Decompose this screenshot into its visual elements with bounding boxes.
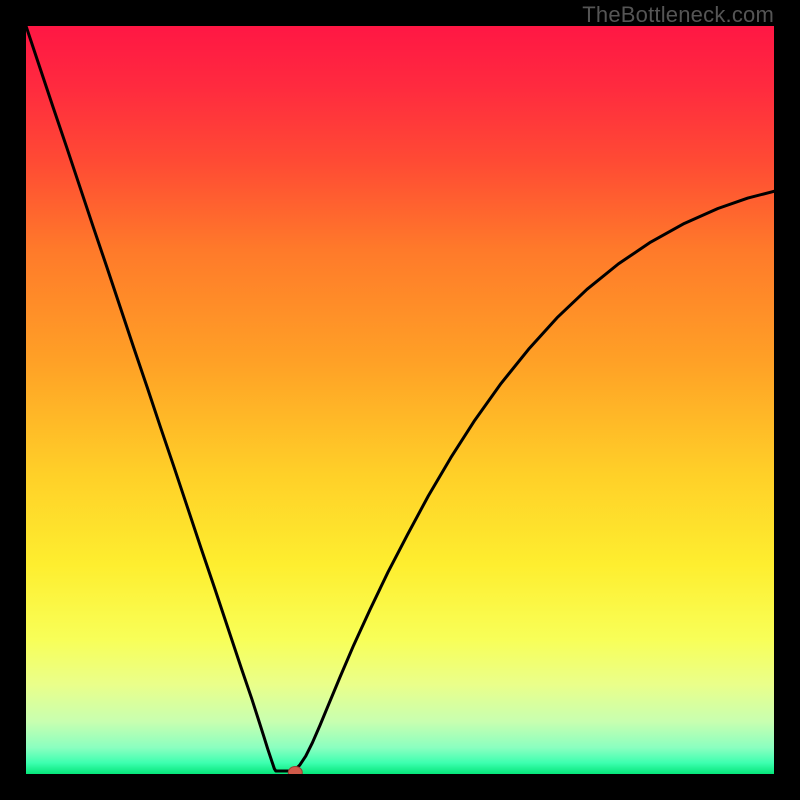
- plot-svg: [26, 26, 774, 774]
- watermark-text: TheBottleneck.com: [582, 2, 774, 28]
- plot-area: [26, 26, 774, 774]
- chart-container: TheBottleneck.com: [0, 0, 800, 800]
- optimal-point-marker: [288, 767, 302, 775]
- gradient-background: [26, 26, 774, 774]
